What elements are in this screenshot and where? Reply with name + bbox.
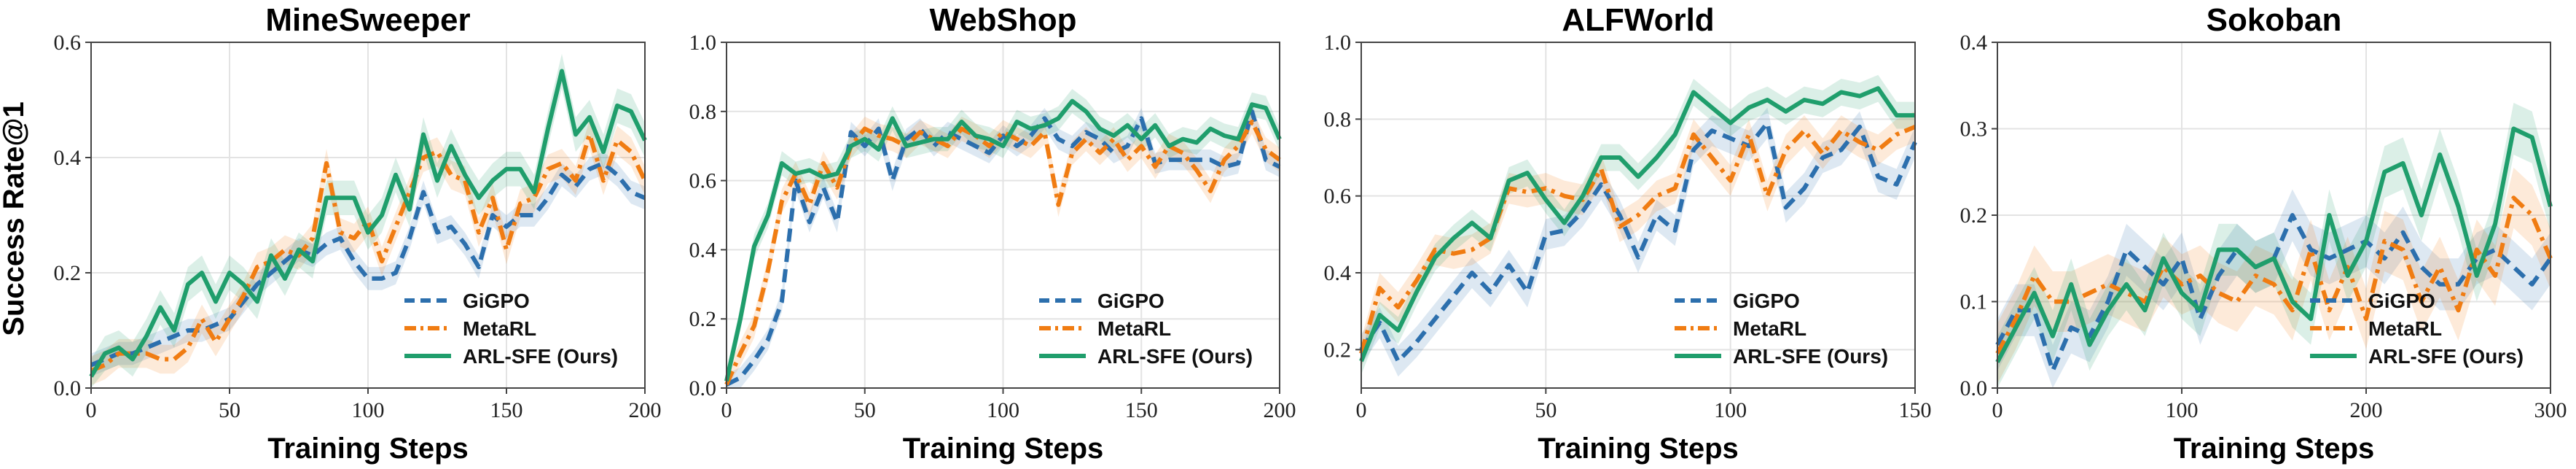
y-tick-label: 0.4	[54, 146, 82, 170]
x-tick-label: 100	[352, 398, 385, 422]
x-tick-label: 200	[2350, 398, 2383, 422]
y-tick-label: 0.2	[689, 307, 717, 331]
y-tick-label: 0.0	[689, 376, 717, 400]
series-line-gigpo	[725, 109, 1281, 387]
panels: 0 50 100 150 200 0.0 0.2 0.4 0.6 MineSweeper Train…	[54, 2, 2567, 465]
x-tick-label: 100	[1714, 398, 1747, 422]
x-axis-label: Training Steps	[267, 433, 469, 465]
legend: GiGPO MetaRL ARL-SFE (Ours)	[404, 290, 618, 368]
y-tick-label: 1.0	[689, 31, 717, 55]
x-tick-label: 200	[629, 398, 662, 422]
series-line-gigpo	[90, 160, 646, 368]
legend-label-metarl: MetaRL	[2368, 317, 2442, 340]
y-tick-label: 0.4	[689, 238, 717, 262]
legend-label-arl-sfe-ours: ARL-SFE (Ours)	[1733, 345, 1888, 368]
band-arl-sfe-ours	[1997, 102, 2550, 388]
legend: GiGPO MetaRL ARL-SFE (Ours)	[1675, 290, 1888, 368]
band-arl-sfe-ours	[727, 88, 1280, 389]
series-line-metarl	[1995, 195, 2553, 355]
x-tick-label: 200	[1264, 398, 1296, 422]
x-tick-label: 50	[854, 398, 876, 422]
series-line-arl-sfe-ours	[1995, 126, 2553, 363]
series-line-metarl	[90, 132, 647, 373]
legend-label-metarl: MetaRL	[1733, 317, 1806, 340]
x-axis-label: Training Steps	[1538, 433, 1739, 465]
panel-title: MineSweeper	[265, 2, 470, 38]
x-tick-label: 100	[987, 398, 1019, 422]
x-tick-label: 150	[490, 398, 523, 422]
y-tick-label: 0.4	[1324, 261, 1352, 285]
panel-webshop: 0 50 100 150 200 0.0 0.2 0.4 0.6 0.8 1.0 WebShop Tra…	[689, 2, 1296, 465]
legend: GiGPO MetaRL ARL-SFE (Ours)	[2310, 290, 2524, 368]
y-axis-label: Success Rate@1	[0, 101, 30, 336]
x-tick-label: 0	[1992, 398, 2003, 422]
panel-sokoban: 0 100 200 300 0.0 0.1 0.2 0.3 0.4 Sokoban Training…	[1960, 2, 2567, 465]
band-gigpo	[1997, 189, 2550, 388]
y-tick-label: 0.2	[1960, 204, 1988, 228]
x-tick-label: 50	[219, 398, 240, 422]
panel-minesweeper: 0 50 100 150 200 0.0 0.2 0.4 0.6 MineSweeper Train…	[54, 2, 662, 465]
series-line-arl-sfe-ours	[724, 98, 1282, 382]
legend-label-gigpo: GiGPO	[2368, 290, 2435, 312]
panel-title: WebShop	[929, 2, 1076, 38]
y-tick-label: 0.4	[1960, 31, 1988, 55]
legend-label-arl-sfe-ours: ARL-SFE (Ours)	[1097, 345, 1253, 368]
panel-title: Sokoban	[2207, 2, 2342, 38]
band-arl-sfe-ours	[91, 53, 645, 389]
series-line-metarl	[1359, 125, 1917, 354]
x-axis-label: Training Steps	[2174, 433, 2375, 465]
y-tick-label: 0.6	[1324, 185, 1352, 209]
y-tick-label: 0.1	[1960, 290, 1988, 314]
panel-title: ALFWorld	[1562, 2, 1714, 38]
y-tick-label: 0.8	[689, 100, 717, 124]
x-tick-label: 0	[1356, 398, 1367, 422]
legend-label-gigpo: GiGPO	[1097, 290, 1164, 312]
legend-label-gigpo: GiGPO	[1733, 290, 1800, 312]
series-line-metarl	[724, 120, 1281, 386]
legend-label-gigpo: GiGPO	[463, 290, 530, 312]
series-line-gigpo	[1359, 120, 1917, 364]
x-tick-label: 100	[2166, 398, 2199, 422]
y-tick-label: 0.0	[1960, 376, 1988, 400]
y-tick-label: 0.0	[54, 376, 82, 400]
legend-label-metarl: MetaRL	[463, 317, 536, 340]
plot-frame	[1361, 42, 1916, 389]
band-metarl	[1997, 167, 2550, 384]
series-line-arl-sfe-ours	[89, 69, 647, 378]
x-axis-label: Training Steps	[903, 433, 1104, 465]
x-tick-label: 50	[1535, 398, 1557, 422]
panel-alfworld: 0 50 100 150 0.2 0.4 0.6 0.8 1.0 ALFWorld Training…	[1324, 2, 1932, 465]
y-tick-label: 0.6	[54, 31, 82, 55]
legend: GiGPO MetaRL ARL-SFE (Ours)	[1039, 290, 1253, 368]
series-line-arl-sfe-ours	[1359, 86, 1915, 363]
x-tick-label: 0	[86, 398, 97, 422]
x-tick-label: 0	[721, 398, 732, 422]
x-tick-label: 150	[1899, 398, 1932, 422]
y-tick-label: 0.6	[689, 169, 717, 193]
y-tick-label: 0.8	[1324, 107, 1352, 131]
legend-label-arl-sfe-ours: ARL-SFE (Ours)	[463, 345, 618, 368]
x-tick-label: 300	[2534, 398, 2567, 422]
y-tick-label: 0.2	[1324, 338, 1352, 362]
legend-label-metarl: MetaRL	[1097, 317, 1171, 340]
x-tick-label: 150	[1125, 398, 1158, 422]
y-tick-label: 1.0	[1324, 31, 1352, 55]
y-tick-label: 0.2	[54, 261, 82, 285]
y-tick-label: 0.3	[1960, 117, 1988, 142]
legend-label-arl-sfe-ours: ARL-SFE (Ours)	[2368, 345, 2524, 368]
